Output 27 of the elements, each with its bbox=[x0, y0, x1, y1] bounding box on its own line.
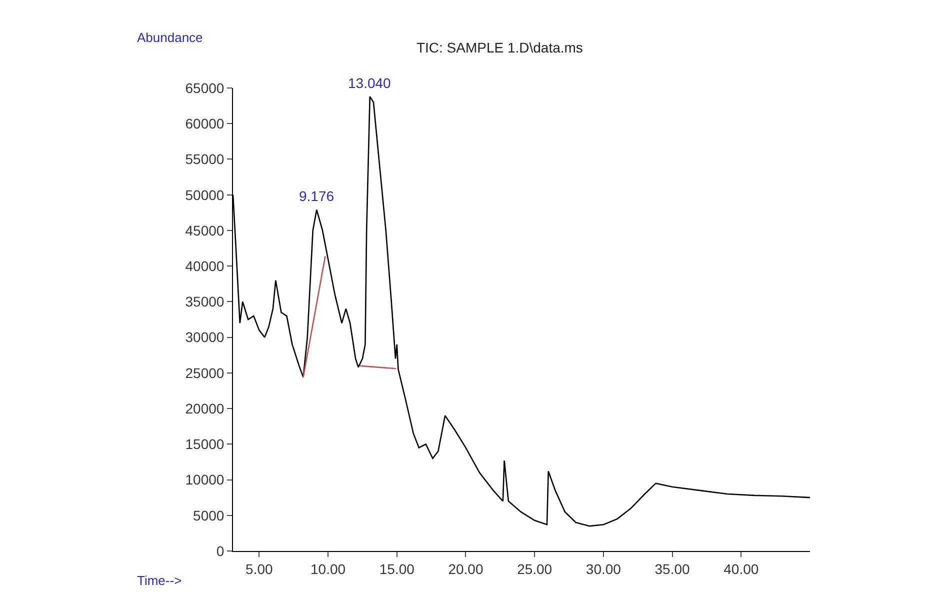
y-tick-label: 0 bbox=[216, 542, 224, 559]
x-tick-label: 40.00 bbox=[724, 560, 759, 577]
y-tick-label: 10000 bbox=[185, 472, 224, 488]
y-tick-label: 50000 bbox=[185, 186, 224, 203]
x-tick-label: 25.00 bbox=[517, 560, 552, 577]
x-axis-title: Time--> bbox=[137, 573, 182, 588]
chart-title: TIC: SAMPLE 1.D\data.ms bbox=[416, 40, 583, 56]
y-tick-label: 60000 bbox=[185, 116, 224, 132]
annotation: 9.176 bbox=[299, 188, 334, 204]
x-tick-label: 10.00 bbox=[310, 560, 346, 577]
y-tick-label: 45000 bbox=[185, 222, 224, 238]
y-tick-label: 30000 bbox=[185, 329, 224, 346]
y-axis-title: Abundance bbox=[137, 30, 203, 45]
y-tick-label: 55000 bbox=[185, 151, 224, 168]
y-tick-label: 20000 bbox=[185, 400, 224, 416]
x-tick-label: 15.00 bbox=[379, 560, 415, 577]
y-tick-label: 35000 bbox=[185, 294, 224, 310]
y-tick-label: 40000 bbox=[185, 258, 224, 274]
y-tick-label: 65000 bbox=[185, 80, 224, 96]
y-tick-label: 25000 bbox=[185, 364, 224, 381]
x-tick-label: 35.00 bbox=[654, 560, 690, 577]
y-tick-label: 15000 bbox=[185, 436, 224, 452]
x-tick-label: 20.00 bbox=[448, 560, 484, 577]
x-tick-label: 5.00 bbox=[246, 560, 273, 577]
y-tick-label: 5000 bbox=[193, 507, 224, 524]
x-tick-label: 30.00 bbox=[586, 560, 622, 577]
annotation: 13.040 bbox=[348, 75, 392, 91]
